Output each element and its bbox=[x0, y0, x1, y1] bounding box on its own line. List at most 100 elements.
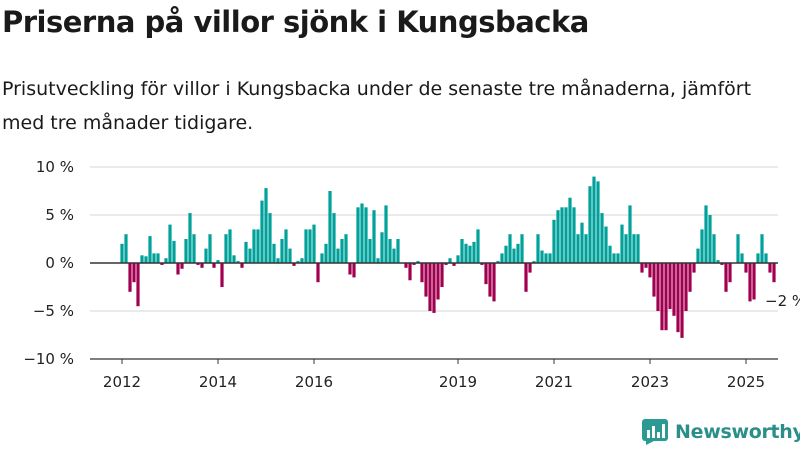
bar-negative bbox=[528, 263, 532, 273]
y-tick-label: 10 % bbox=[36, 158, 74, 176]
bar-positive bbox=[364, 207, 368, 263]
bar-negative bbox=[668, 263, 672, 310]
bar-positive bbox=[468, 245, 472, 263]
y-tick-label: −5 % bbox=[33, 302, 74, 320]
bar-positive bbox=[276, 258, 280, 263]
bar-negative bbox=[408, 263, 412, 281]
bar-negative bbox=[660, 263, 664, 331]
bar-positive bbox=[460, 239, 464, 263]
bar-positive bbox=[172, 240, 176, 263]
bar-positive bbox=[552, 219, 556, 263]
bar-positive bbox=[280, 239, 284, 263]
bar-positive bbox=[472, 241, 476, 263]
bar-positive bbox=[256, 229, 260, 263]
bar-positive bbox=[248, 248, 252, 263]
bar-positive bbox=[380, 232, 384, 263]
bar-positive bbox=[464, 243, 468, 263]
bar-positive bbox=[304, 229, 308, 263]
bar-negative bbox=[452, 263, 456, 266]
bar-negative bbox=[428, 263, 432, 311]
bar-negative bbox=[692, 263, 696, 273]
bar-negative bbox=[680, 263, 684, 338]
bar-positive bbox=[576, 234, 580, 263]
bar-negative bbox=[484, 263, 488, 285]
bar-negative bbox=[724, 263, 728, 292]
bar-negative bbox=[444, 263, 448, 265]
bar-positive bbox=[696, 248, 700, 263]
bar-negative bbox=[524, 263, 528, 292]
bar-positive bbox=[216, 260, 220, 263]
bar-negative bbox=[180, 263, 184, 269]
bar-positive bbox=[284, 229, 288, 263]
bar-negative bbox=[772, 263, 776, 283]
bar-negative bbox=[160, 263, 164, 265]
bar-positive bbox=[144, 256, 148, 263]
x-tick-label: 2019 bbox=[439, 373, 477, 391]
x-tick-label: 2014 bbox=[199, 373, 237, 391]
bar-negative bbox=[316, 263, 320, 283]
bar-positive bbox=[192, 234, 196, 263]
bar-negative bbox=[136, 263, 140, 307]
x-tick-label: 2023 bbox=[631, 373, 669, 391]
bar-positive bbox=[612, 253, 616, 263]
bar-positive bbox=[568, 197, 572, 263]
bar-positive bbox=[608, 245, 612, 263]
bar-positive bbox=[376, 258, 380, 263]
bar-positive bbox=[620, 224, 624, 263]
bar-positive bbox=[368, 239, 372, 263]
bar-positive bbox=[208, 234, 212, 263]
bar-positive bbox=[288, 248, 292, 263]
y-tick-label: 0 % bbox=[45, 254, 74, 272]
bar-positive bbox=[252, 229, 256, 263]
bar-positive bbox=[164, 258, 168, 263]
bar-positive bbox=[228, 229, 232, 263]
bar-positive bbox=[508, 234, 512, 263]
bar-negative bbox=[220, 263, 224, 287]
bar-positive bbox=[516, 243, 520, 263]
bar-positive bbox=[512, 248, 516, 263]
bar-positive bbox=[708, 215, 712, 263]
bar-positive bbox=[360, 203, 364, 263]
bar-negative bbox=[200, 263, 204, 268]
bar-positive bbox=[596, 181, 600, 263]
bar-positive bbox=[564, 207, 568, 263]
bar-positive bbox=[332, 213, 336, 263]
bar-negative bbox=[212, 263, 216, 268]
bar-negative bbox=[720, 263, 724, 265]
bar-positive bbox=[236, 261, 240, 263]
bar-positive bbox=[572, 207, 576, 263]
bar-positive bbox=[704, 205, 708, 263]
bar-positive bbox=[560, 207, 564, 263]
bar-positive bbox=[168, 224, 172, 263]
bar-negative bbox=[676, 263, 680, 333]
bar-negative bbox=[436, 263, 440, 300]
bar-positive bbox=[548, 253, 552, 263]
bar-negative bbox=[348, 263, 352, 275]
bar-positive bbox=[328, 191, 332, 263]
bar-positive bbox=[700, 229, 704, 263]
bar-positive bbox=[416, 261, 420, 263]
bar-positive bbox=[272, 243, 276, 263]
bar-negative bbox=[644, 263, 648, 268]
bar-negative bbox=[420, 263, 424, 283]
price-change-bar-chart: 10 % 5 % 0 % −5 % −10 % 2012 2014 2016 2019 2021… bbox=[23, 158, 800, 391]
bar-negative bbox=[424, 263, 428, 297]
bar-negative bbox=[404, 263, 408, 268]
bar-negative bbox=[648, 263, 652, 278]
bar-negative bbox=[752, 263, 756, 300]
bar-positive bbox=[308, 229, 312, 263]
bar-positive bbox=[476, 229, 480, 263]
bar-positive bbox=[268, 213, 272, 263]
bar-positive bbox=[712, 234, 716, 263]
bar-negative bbox=[748, 263, 752, 302]
bar-positive bbox=[500, 253, 504, 263]
bar-negative bbox=[240, 263, 244, 268]
bar-positive bbox=[124, 234, 128, 263]
bar-positive bbox=[636, 234, 640, 263]
bar-positive bbox=[324, 243, 328, 263]
bar-negative bbox=[768, 263, 772, 273]
annotations: −2 % bbox=[765, 292, 800, 310]
bar-positive bbox=[372, 210, 376, 263]
bar-positive bbox=[300, 258, 304, 263]
bar-positive bbox=[224, 234, 228, 263]
